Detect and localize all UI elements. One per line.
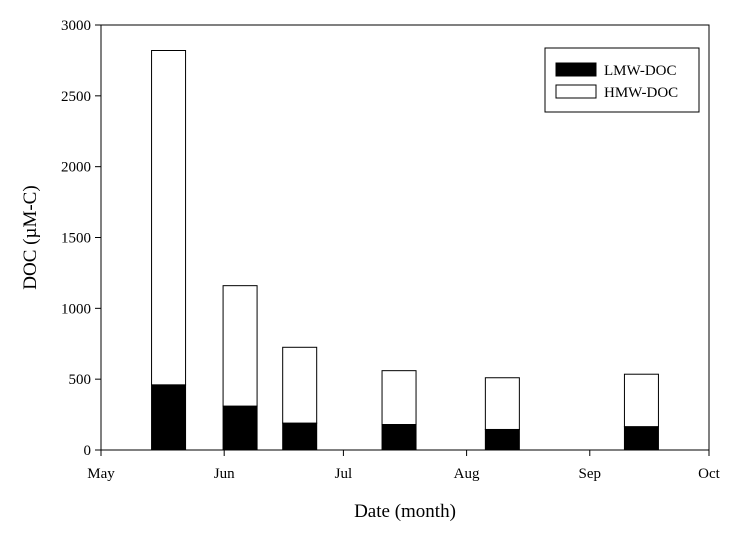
bar-hmw-doc-5 [484,377,520,430]
bar-hmw-doc-4 [381,370,417,426]
x-tick-label: Sep [579,466,602,482]
bar-lmw-doc-5 [484,428,520,451]
x-tick-label: May [87,466,115,482]
legend-label-hmw: HMW-DOC [604,85,678,101]
y-tick-label: 1500 [61,231,91,247]
y-tick-label: 2500 [61,89,91,105]
y-tick-label: 500 [69,372,92,388]
bar-hmw-doc-2 [222,285,258,407]
y-tick-label: 0 [84,443,92,459]
bar-lmw-doc-1 [151,384,187,451]
y-tick-label: 1000 [61,301,91,317]
bar-lmw-doc-4 [381,424,417,451]
x-axis: May Jun Jul Aug Sep Oct [87,450,721,482]
legend-swatch-hmw [555,84,597,99]
legend-box [544,47,700,113]
legend: LMW-DOC HMW-DOC [544,47,700,113]
bar-lmw-doc-6 [623,426,659,451]
legend-swatch-lmw [555,62,597,77]
bar-hmw-doc-3 [282,346,318,424]
y-axis: 0 500 1000 1500 2000 2500 3000 [61,18,101,459]
y-tick-label: 2000 [61,160,91,176]
bar-lmw-doc-2 [222,405,258,451]
y-tick-label: 3000 [61,18,91,34]
bar-hmw-doc-1 [151,50,187,386]
legend-label-lmw: LMW-DOC [604,63,677,79]
bar-hmw-doc-6 [623,373,659,428]
y-axis-title: DOC (µM-C) [20,185,41,289]
bar-lmw-doc-3 [282,422,318,451]
x-tick-label: Aug [454,466,480,482]
bars-layer [151,50,659,451]
x-tick-label: Jul [335,466,353,482]
x-axis-title: Date (month) [354,501,456,522]
x-tick-label: Oct [698,466,720,482]
x-tick-label: Jun [214,466,235,482]
